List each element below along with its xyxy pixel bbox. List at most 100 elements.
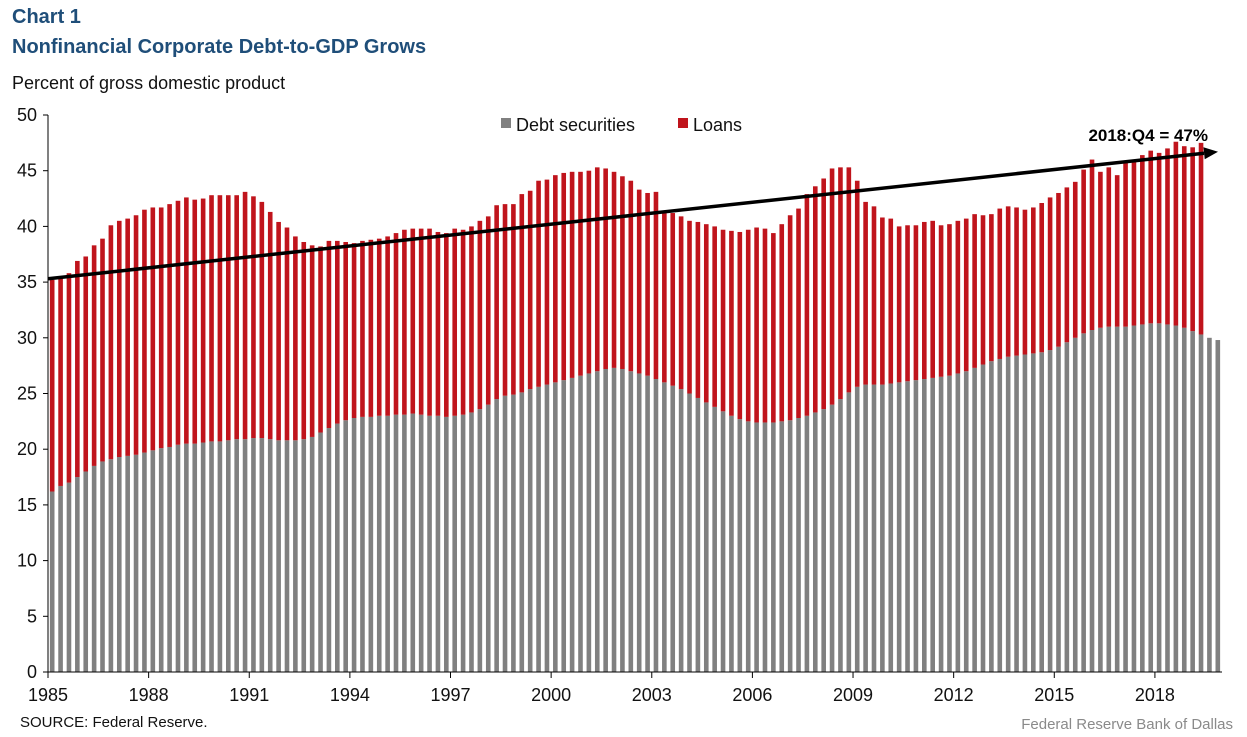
- debt-securities-bar: [1005, 356, 1011, 672]
- loans-bar: [418, 228, 424, 415]
- debt-securities-bar: [1215, 340, 1221, 672]
- loans-bar: [1123, 162, 1128, 327]
- debt-securities-bar: [1014, 355, 1019, 672]
- loans-bar: [854, 180, 860, 387]
- loans-bar: [410, 228, 416, 414]
- debt-securities-bar: [594, 371, 600, 672]
- debt-securities-bar: [511, 394, 516, 672]
- loans-bar: [745, 229, 751, 422]
- loans-bar: [276, 221, 281, 441]
- x-tick-label: 1994: [330, 685, 370, 705]
- y-tick-label: 5: [27, 606, 37, 626]
- debt-securities-bar: [444, 416, 449, 672]
- debt-securities-bar: [293, 440, 298, 672]
- loans-bar: [930, 220, 935, 378]
- loans-bar: [888, 218, 894, 384]
- debt-securities-bar: [553, 382, 558, 672]
- debt-securities-bar: [821, 409, 826, 672]
- loans-bar: [108, 225, 114, 460]
- loans-bar: [1106, 167, 1112, 327]
- loans-bar: [100, 238, 105, 462]
- debt-securities-series: [49, 323, 1221, 672]
- loans-bar: [83, 256, 89, 472]
- loans-bar: [460, 229, 466, 415]
- loans-bar: [561, 172, 567, 381]
- debt-securities-bar: [620, 368, 625, 672]
- loans-bar: [553, 175, 558, 383]
- debt-securities-bar: [980, 364, 986, 672]
- loans-bar: [1140, 155, 1145, 325]
- debt-securities-bar: [1098, 327, 1103, 672]
- loans-bar: [251, 196, 256, 439]
- loans-bar: [1156, 152, 1162, 324]
- debt-securities-bar: [251, 438, 256, 672]
- loans-bar: [494, 205, 499, 400]
- debt-securities-bar: [972, 367, 977, 672]
- debt-securities-bar: [351, 418, 357, 672]
- x-tick-label: 2012: [934, 685, 974, 705]
- loans-bar: [594, 167, 600, 372]
- loans-bar: [1098, 171, 1103, 328]
- debt-securities-bar: [343, 420, 348, 672]
- loans-bar: [771, 233, 776, 423]
- debt-securities-bar: [435, 415, 441, 672]
- x-tick-label: 2015: [1034, 685, 1074, 705]
- loans-bar: [938, 225, 944, 377]
- loans-bar: [1181, 146, 1187, 328]
- loans-bar: [116, 220, 122, 457]
- loans-bar: [603, 168, 608, 369]
- loans-bar: [804, 194, 810, 416]
- debt-securities-bar: [687, 393, 692, 672]
- debt-securities-bar: [896, 382, 902, 672]
- loans-bar: [812, 186, 818, 413]
- loans-bar: [662, 213, 667, 383]
- debt-securities-bar: [829, 404, 835, 672]
- loans-bar: [66, 273, 72, 483]
- loans-bar: [49, 279, 55, 492]
- chart-title: Nonfinancial Corporate Debt-to-GDP Grows: [12, 36, 427, 58]
- debt-securities-bar: [1156, 323, 1162, 672]
- loans-bar: [863, 201, 868, 385]
- debt-securities-bar: [880, 384, 885, 672]
- legend-swatch-debt-securities: [501, 118, 511, 128]
- debt-securities-bar: [452, 415, 458, 672]
- y-tick-label: 20: [17, 439, 37, 459]
- debt-securities-bar: [846, 392, 852, 672]
- debt-securities-bar: [662, 382, 667, 672]
- debt-securities-bar: [1148, 323, 1154, 672]
- loans-bar: [184, 197, 189, 444]
- loans-bar: [485, 216, 491, 405]
- loans-bar: [477, 220, 483, 410]
- debt-securities-bar: [804, 415, 810, 672]
- x-tick-label: 2009: [833, 685, 873, 705]
- debt-securities-bar: [628, 371, 634, 672]
- y-tick-label: 0: [27, 662, 37, 682]
- debt-securities-bar: [1039, 352, 1045, 672]
- debt-securities-bar: [636, 373, 642, 672]
- source-note: SOURCE: Federal Reserve.: [20, 714, 208, 731]
- debt-securities-bar: [100, 461, 105, 672]
- loans-bar: [779, 224, 785, 422]
- debt-securities-bar: [1207, 337, 1212, 672]
- debt-securities-bar: [695, 397, 701, 672]
- debt-securities-bar: [712, 406, 717, 672]
- debt-securities-bar: [1072, 337, 1078, 672]
- loans-bar: [905, 225, 910, 382]
- x-tick-label: 2000: [531, 685, 571, 705]
- debt-securities-bar: [410, 413, 416, 672]
- debt-securities-bar: [150, 450, 156, 672]
- y-axis: 0 5 10 15 20 25 30 35 40 45 50: [17, 105, 49, 682]
- loans-bar: [309, 245, 315, 437]
- loans-bar: [796, 208, 801, 419]
- x-tick-label: 1985: [28, 685, 68, 705]
- loans-bar: [1114, 175, 1120, 327]
- debt-securities-bar: [737, 419, 743, 672]
- loans-bar: [393, 233, 399, 415]
- loans-bar: [385, 236, 390, 416]
- debt-securities-bar: [561, 380, 567, 672]
- chart-number: Chart 1: [12, 6, 81, 28]
- loans-bar: [787, 215, 793, 421]
- debt-securities-bar: [234, 439, 239, 672]
- debt-securities-bar: [519, 392, 525, 672]
- debt-securities-bar: [603, 368, 608, 672]
